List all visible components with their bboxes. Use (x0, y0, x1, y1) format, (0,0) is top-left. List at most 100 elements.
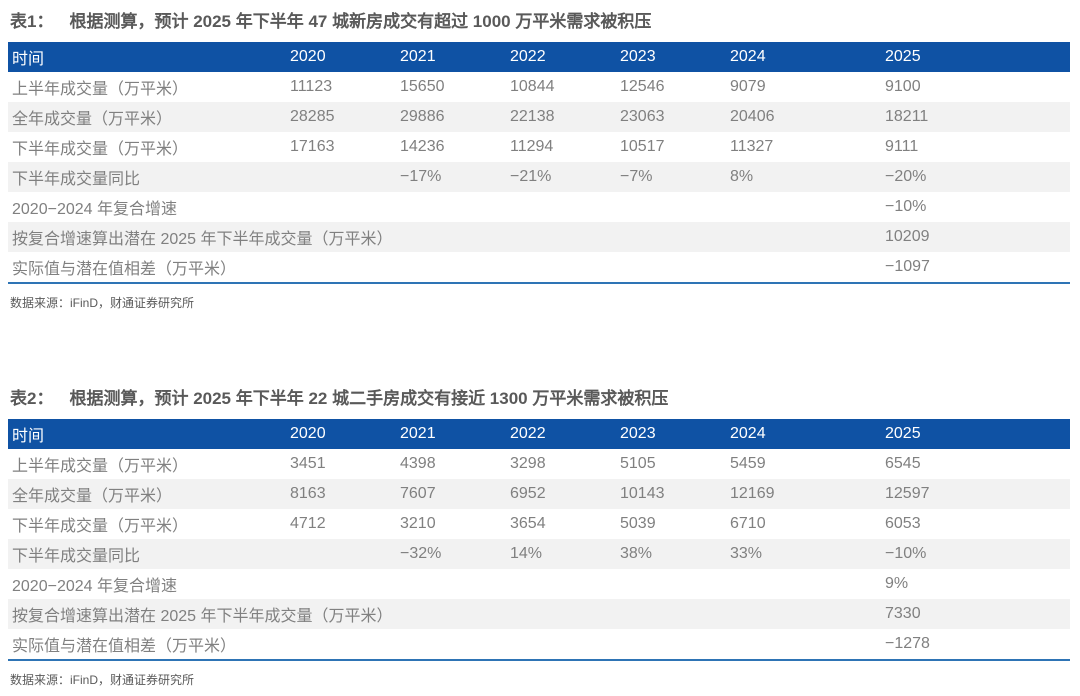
data-cell: −10% (885, 545, 927, 562)
data-cell: 10143 (620, 485, 665, 502)
data-cell (730, 192, 885, 222)
table-row: 下半年成交量（万平米） 4712 3210 3654 5039 6710 6053 (8, 509, 1070, 539)
data-cell (730, 629, 885, 660)
data-cell: −10% (885, 198, 927, 215)
data-cell (290, 629, 400, 660)
data-cell: 38% (620, 545, 653, 562)
data-cell (400, 599, 510, 629)
data-cell (290, 192, 400, 222)
data-cell (510, 569, 620, 599)
data-cell (400, 569, 510, 599)
data-cell (620, 629, 730, 660)
table1: 时间 2020 2021 2022 2023 2024 2025 上半年成交量（万平米） 11… (8, 42, 1070, 284)
data-cell: 14236 (400, 138, 445, 155)
data-cell (730, 599, 885, 629)
table-row: 下半年成交量同比 −32% 14% 38% 33% −10% (8, 539, 1070, 569)
table-row: 2020−2024 年复合增速 −10% (8, 192, 1070, 222)
data-cell (400, 222, 510, 252)
year-column-header: 2021 (400, 42, 510, 72)
row-label: 全年成交量（万平米） (12, 111, 173, 128)
data-cell (620, 599, 730, 629)
row-label: 按复合增速算出潜在 2025 年下半年成交量（万平米） (12, 231, 393, 248)
year-column-header: 2022 (510, 42, 620, 72)
row-label: 下半年成交量同比 (12, 548, 141, 565)
data-cell: 5459 (730, 455, 766, 472)
time-column-header: 时间 (8, 42, 290, 72)
data-cell: 12169 (730, 485, 775, 502)
data-cell: 3654 (510, 515, 546, 532)
data-cell: 22138 (510, 108, 555, 125)
data-cell (620, 222, 730, 252)
data-cell: 29886 (400, 108, 445, 125)
data-cell (730, 569, 885, 599)
data-cell (730, 252, 885, 283)
row-label: 2020−2024 年复合增速 (12, 578, 177, 595)
row-label: 实际值与潜在值相差（万平米） (12, 638, 237, 655)
row-label: 实际值与潜在值相差（万平米） (12, 261, 237, 278)
data-cell: −32% (400, 545, 442, 562)
data-cell (510, 252, 620, 283)
data-cell: 10517 (620, 138, 665, 155)
data-cell (510, 222, 620, 252)
table1-source: 数据来源：iFinD，财通证券研究所 (10, 296, 195, 310)
data-cell: 5039 (620, 515, 656, 532)
table-row: 全年成交量（万平米） 8163 7607 6952 10143 12169 12597 (8, 479, 1070, 509)
data-cell (400, 252, 510, 283)
data-cell (510, 192, 620, 222)
row-label: 全年成交量（万平米） (12, 488, 173, 505)
year-column-header: 2025 (885, 419, 1070, 449)
table2-title-label: 表2： (10, 389, 54, 408)
data-cell: −20% (885, 168, 927, 185)
table-row: 按复合增速算出潜在 2025 年下半年成交量（万平米） 7330 (8, 599, 1070, 629)
data-cell: 9111 (885, 138, 919, 155)
data-cell: 3451 (290, 455, 326, 472)
row-label: 下半年成交量同比 (12, 171, 141, 188)
table-row: 上半年成交量（万平米） 11123 15650 10844 12546 9079 9100 (8, 72, 1070, 102)
data-cell: −21% (510, 168, 552, 185)
year-column-header: 2022 (510, 419, 620, 449)
table-row: 上半年成交量（万平米） 3451 4398 3298 5105 5459 6545 (8, 449, 1070, 479)
data-cell: 4712 (290, 515, 326, 532)
year-column-header: 2020 (290, 42, 400, 72)
data-cell: 18211 (885, 108, 929, 125)
data-cell: 10844 (510, 78, 555, 95)
year-column-header: 2021 (400, 419, 510, 449)
row-label: 上半年成交量（万平米） (12, 81, 189, 98)
data-cell: 23063 (620, 108, 665, 125)
data-cell: 11294 (510, 138, 554, 155)
data-cell (510, 629, 620, 660)
row-label: 2020−2024 年复合增速 (12, 201, 177, 218)
table2: 时间 2020 2021 2022 2023 2024 2025 上半年成交量（万平米） 34… (8, 419, 1070, 661)
table2-title-text: 根据测算，预计 2025 年下半年 22 城二手房成交有接近 1300 万平米需… (69, 389, 669, 408)
data-cell: −1097 (885, 258, 930, 275)
row-label: 下半年成交量（万平米） (12, 518, 189, 535)
data-cell: 33% (730, 545, 763, 562)
data-cell (400, 629, 510, 660)
data-cell: 7330 (885, 605, 921, 622)
data-cell: 4398 (400, 455, 436, 472)
data-cell (290, 539, 400, 569)
data-cell: 17163 (290, 138, 335, 155)
data-cell: 11123 (290, 78, 333, 95)
data-cell (620, 252, 730, 283)
time-column-header: 时间 (8, 419, 290, 449)
data-cell (510, 599, 620, 629)
table2-source: 数据来源：iFinD，财通证券研究所 (10, 673, 195, 687)
year-column-header: 2020 (290, 419, 400, 449)
table-row: 全年成交量（万平米） 28285 29886 22138 23063 20406 18211 (8, 102, 1070, 132)
data-cell (400, 192, 510, 222)
data-cell: 20406 (730, 108, 775, 125)
data-cell: 7607 (400, 485, 436, 502)
data-cell (290, 252, 400, 283)
data-cell: 6952 (510, 485, 546, 502)
year-column-header: 2023 (620, 42, 730, 72)
table-row: 按复合增速算出潜在 2025 年下半年成交量（万平米） 10209 (8, 222, 1070, 252)
table1-title-text: 根据测算，预计 2025 年下半年 47 城新房成交有超过 1000 万平米需求… (69, 12, 652, 31)
data-cell (730, 222, 885, 252)
table2-block: 表2： 根据测算，预计 2025 年下半年 22 城二手房成交有接近 1300 万… (8, 387, 1070, 688)
table-row: 下半年成交量（万平米） 17163 14236 11294 10517 11327 9111 (8, 132, 1070, 162)
data-cell: 9% (885, 575, 909, 592)
table-row: 下半年成交量同比 −17% −21% −7% 8% −20% (8, 162, 1070, 192)
row-label: 下半年成交量（万平米） (12, 141, 189, 158)
